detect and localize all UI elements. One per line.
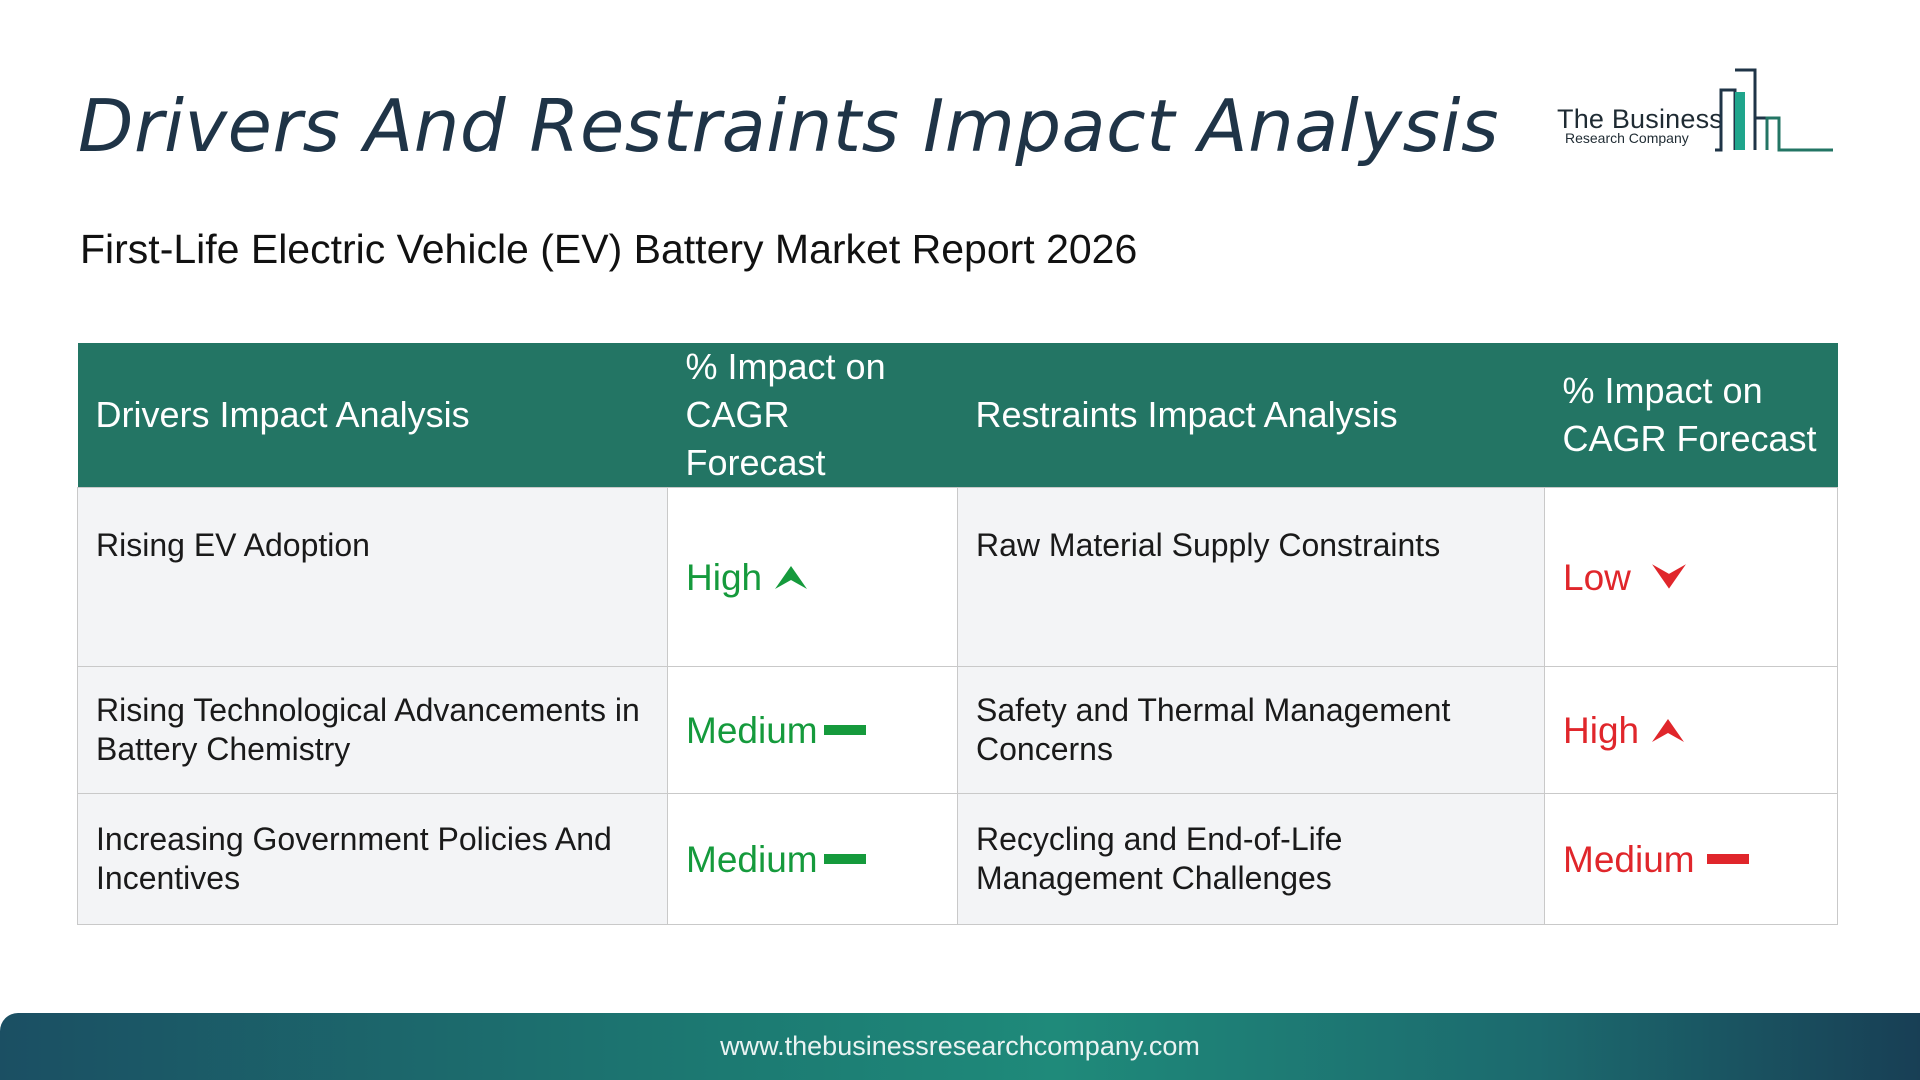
header-drivers-impact-line1: % Impact on [685,346,886,387]
impact-table: Drivers Impact Analysis % Impact on CAGR… [77,343,1838,925]
restraint-impact-cell: Medium [1544,793,1838,925]
restraint-impact-label: Medium [1563,838,1695,880]
driver-impact: Medium [686,711,866,750]
driver-impact-label: Medium [686,709,818,751]
arrow-down-icon [1651,564,1686,589]
driver-impact-label: High [686,556,763,598]
driver-impact-label: Medium [686,838,818,880]
footer-url[interactable]: www.thebusinessresearchcompany.com [720,1031,1200,1061]
restraint-cell: Recycling and End-of-Life Management Cha… [957,793,1545,925]
buildings-logo-icon [1715,68,1833,152]
header-restraints-impact-line2: CAGR Forecast [1562,418,1817,459]
report-subtitle: First-Life Electric Vehicle (EV) Battery… [80,226,1138,272]
restraint-impact: Medium [1563,840,1749,879]
driver-impact: Medium [686,840,866,879]
restraint-impact-label: High [1563,709,1640,751]
logo-subtitle: Research Company [1565,130,1689,146]
driver-cell: Increasing Government Policies And Incen… [77,793,668,925]
header-drivers: Drivers Impact Analysis [77,343,668,488]
logo-name: The Business [1557,104,1723,134]
dash-icon [1706,854,1749,864]
driver-cell: Rising Technological Advancements in Bat… [77,666,668,794]
restraint-impact: Low [1563,558,1687,597]
footer-bar: www.thebusinessresearchcompany.com [0,1013,1920,1080]
header-drivers-impact: % Impact on CAGR Forecast [667,343,958,488]
restraint-impact-cell: Low [1544,487,1838,667]
header-restraints-impact-line1: % Impact on [1562,370,1763,411]
dash-icon [823,854,866,864]
restraint-impact: High [1563,711,1685,750]
driver-cell: Rising EV Adoption [77,487,668,667]
arrow-up-icon [1652,719,1685,742]
header-restraints-impact: % Impact on CAGR Forecast [1544,343,1838,488]
driver-impact: High [686,558,808,597]
restraint-impact-cell: High [1544,666,1838,794]
page-title: Drivers And Restraints Impact Analysis [78,84,1500,168]
table-header-row: Drivers Impact Analysis % Impact on CAGR… [77,343,1838,488]
restraint-impact-label: Low [1563,556,1631,598]
header-drivers-impact-line2: CAGR Forecast [685,394,826,483]
dash-icon [823,725,866,735]
table-row: Increasing Government Policies And Incen… [77,793,1838,925]
driver-impact-cell: Medium [667,666,958,794]
restraint-cell: Safety and Thermal Management Concerns [957,666,1545,794]
driver-impact-cell: Medium [667,793,958,925]
table-row: Rising EV Adoption High Raw Material Sup… [77,487,1838,667]
driver-impact-cell: High [667,487,958,667]
header-restraints: Restraints Impact Analysis [957,343,1545,488]
restraint-cell: Raw Material Supply Constraints [957,487,1545,667]
company-logo: The Business Research Company [1555,68,1835,156]
arrow-up-icon [775,566,808,589]
table-row: Rising Technological Advancements in Bat… [77,666,1838,794]
